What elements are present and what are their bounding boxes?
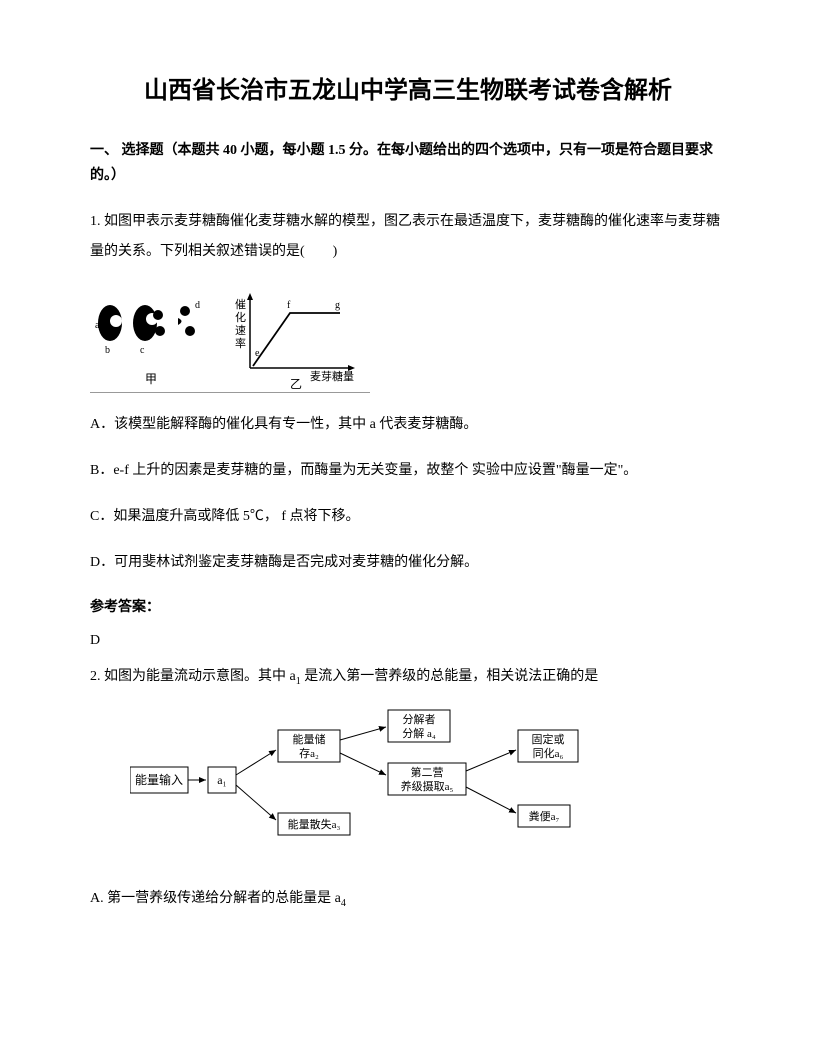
point-e: e	[255, 348, 260, 359]
label-b: b	[105, 345, 110, 356]
q2-option-a: A. 第一营养级传递给分解者的总能量是 a4	[90, 885, 726, 914]
caption-right: 乙	[290, 377, 302, 391]
node-second: 第二营 养级摄取a₅	[388, 763, 466, 795]
node-a1: a₁	[208, 767, 236, 793]
q1-intro: 1. 如图甲表示麦芽糖酶催化麦芽糖水解的模型，图乙表示在最适温度下，麦芽糖酶的催…	[90, 207, 726, 269]
point-f: f	[287, 300, 291, 311]
svg-text:a₁: a₁	[217, 773, 227, 787]
svg-text:第二营: 第二营	[411, 765, 444, 779]
q2-optA-prefix: A. 第一营养级传递给分解者的总能量是 a	[90, 891, 341, 906]
edge-second-feces	[466, 787, 516, 813]
node-feces: 粪便a₇	[518, 805, 570, 827]
figure1-svg: a b c d 甲 催 化 速 率	[90, 283, 370, 393]
q2-intro: 2. 如图为能量流动示意图。其中 a1 是流入第一营养级的总能量，相关说法正确的…	[90, 664, 726, 691]
flowchart-svg: 能量输入 a₁ 能量储 存a₂ 能量散失a₃ 分解者 分解 a₄ 第二营 养级摄…	[130, 705, 610, 855]
svg-text:同化a₆: 同化a₆	[533, 746, 564, 760]
ylabel-char2: 化	[235, 310, 246, 324]
node-input: 能量输入	[130, 767, 188, 793]
q1-option-d: D．可用斐林试剂鉴定麦芽糖酶是否完成对麦芽糖的催化分解。	[90, 549, 726, 577]
svg-text:能量散失a₃: 能量散失a₃	[288, 817, 341, 831]
label-a: a	[95, 320, 100, 331]
graph-乙: 催 化 速 率 e f g 麦芽糖量 乙	[235, 293, 355, 391]
edge-a1-storage	[236, 750, 276, 775]
answer-label: 参考答案：	[90, 595, 726, 620]
edge-second-fixed	[466, 750, 516, 771]
q2-intro-prefix: 2. 如图为能量流动示意图。其中 a	[90, 669, 296, 684]
svg-text:能量储: 能量储	[293, 732, 326, 746]
ylabel-char1: 催	[235, 297, 246, 311]
node-fixed: 固定或 同化a₆	[518, 730, 578, 762]
q1-option-a: A．该模型能解释酶的催化具有专一性，其中 a 代表麦芽糖酶。	[90, 411, 726, 439]
xlabel: 麦芽糖量	[310, 369, 354, 383]
edge-storage-second	[340, 753, 386, 775]
caption-left: 甲	[145, 372, 157, 386]
page-title: 山西省长治市五龙山中学高三生物联考试卷含解析	[90, 70, 726, 113]
q2-optA-sub: 4	[341, 897, 346, 908]
edge-a1-loss	[236, 785, 276, 820]
node-loss: 能量散失a₃	[278, 813, 350, 835]
label-c: c	[140, 345, 145, 356]
edge-storage-decomp	[340, 727, 386, 740]
label-d: d	[195, 300, 200, 311]
q2-flowchart: 能量输入 a₁ 能量储 存a₂ 能量散失a₃ 分解者 分解 a₄ 第二营 养级摄…	[130, 705, 726, 864]
section-header: 一、 选择题（本题共 40 小题，每小题 1.5 分。在每小题给出的四个选项中，…	[90, 138, 726, 188]
node-decomposer: 分解者 分解 a₄	[388, 710, 450, 742]
ylabel-char3: 速	[235, 324, 246, 337]
svg-text:粪便a₇: 粪便a₇	[529, 809, 560, 823]
ylabel-char4: 率	[235, 336, 246, 350]
model-甲: a b c d 甲	[95, 300, 200, 386]
q1-option-b: B．e-f 上升的因素是麦芽糖的量，而酶量为无关变量，故整个 实验中应设置"酶量…	[90, 457, 726, 485]
svg-text:存a₂: 存a₂	[299, 746, 319, 760]
svg-text:分解者: 分解者	[403, 712, 436, 726]
q1-option-c: C．如果温度升高或降低 5℃， f 点将下移。	[90, 503, 726, 531]
svg-text:养级摄取a₅: 养级摄取a₅	[401, 779, 454, 793]
svg-text:固定或: 固定或	[532, 732, 565, 746]
svg-text:分解 a₄: 分解 a₄	[402, 726, 436, 740]
node-storage: 能量储 存a₂	[278, 730, 340, 762]
q1-figure: a b c d 甲 催 化 速 率	[90, 283, 370, 393]
q2-intro-suffix: 是流入第一营养级的总能量，相关说法正确的是	[301, 669, 599, 684]
answer-value: D	[90, 628, 726, 653]
svg-text:能量输入: 能量输入	[135, 772, 183, 787]
point-g: g	[335, 300, 340, 311]
